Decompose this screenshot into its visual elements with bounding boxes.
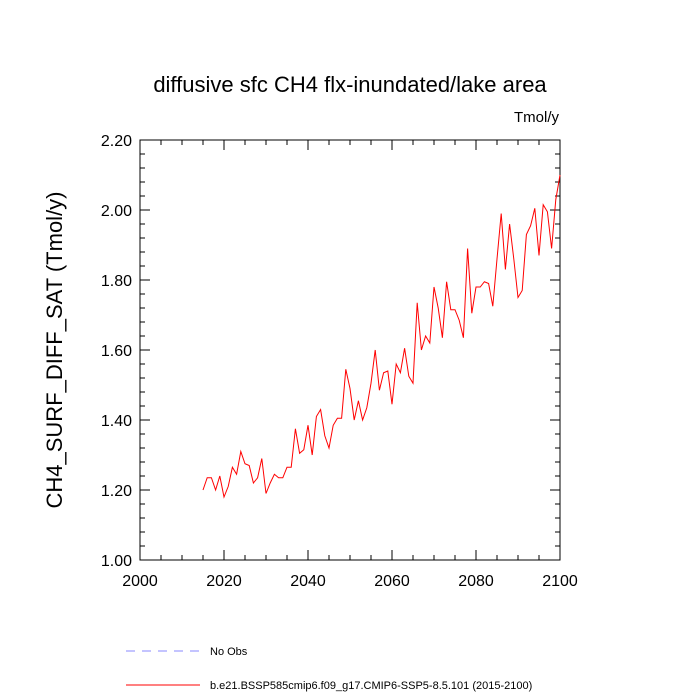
y-tick-label: 2.20 — [101, 133, 132, 150]
series-group — [202, 174, 561, 499]
x-tick-label: 2020 — [206, 573, 242, 590]
x-tick-label: 2040 — [290, 573, 326, 590]
chart-title: diffusive sfc CH4 flx-inundated/lake are… — [153, 72, 547, 97]
legend-label: b.e21.BSSP585cmip6.f09_g17.CMIP6-SSP5-8.… — [210, 680, 532, 692]
x-tick-label: 2100 — [542, 573, 578, 590]
y-tick-label: 1.60 — [101, 343, 132, 360]
y-tick-label: 2.00 — [101, 203, 132, 220]
y-tick-label: 1.00 — [101, 553, 132, 570]
x-tick-label: 2000 — [122, 573, 158, 590]
y-tick-label: 1.40 — [101, 413, 132, 430]
y-tick-label: 1.20 — [101, 483, 132, 500]
y-axis-label: CH4_SURF_DIFF_SAT (Tmol/y) — [42, 191, 67, 508]
legend: No Obs b.e21.BSSP585cmip6.f09_g17.CMIP6-S… — [126, 646, 532, 692]
legend-label: No Obs — [210, 646, 248, 658]
series-line — [202, 174, 561, 499]
units-label: Tmol/y — [514, 109, 560, 126]
x-tick-label: 2060 — [374, 573, 410, 590]
x-tick-label: 2080 — [458, 573, 494, 590]
y-tick-label: 1.80 — [101, 273, 132, 290]
axis-ticks — [139, 139, 561, 561]
plot-frame — [139, 139, 561, 561]
axis-tick-labels: 2000 2020 2040 2060 2080 2100 1.00 1.20 1.40 1.60… — [101, 133, 578, 590]
